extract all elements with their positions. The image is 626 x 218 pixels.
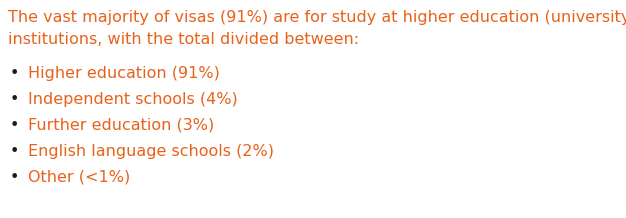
Text: Further education (3%): Further education (3%) xyxy=(28,118,214,133)
Text: Higher education (91%): Higher education (91%) xyxy=(28,66,220,81)
Text: The vast majority of visas (91%) are for study at higher education (university): The vast majority of visas (91%) are for… xyxy=(8,10,626,25)
Text: •: • xyxy=(10,170,19,185)
Text: •: • xyxy=(10,66,19,81)
Text: Independent schools (4%): Independent schools (4%) xyxy=(28,92,238,107)
Text: institutions, with the total divided between:: institutions, with the total divided bet… xyxy=(8,32,359,47)
Text: •: • xyxy=(10,118,19,133)
Text: English language schools (2%): English language schools (2%) xyxy=(28,144,274,159)
Text: Other (<1%): Other (<1%) xyxy=(28,170,130,185)
Text: •: • xyxy=(10,92,19,107)
Text: •: • xyxy=(10,144,19,159)
